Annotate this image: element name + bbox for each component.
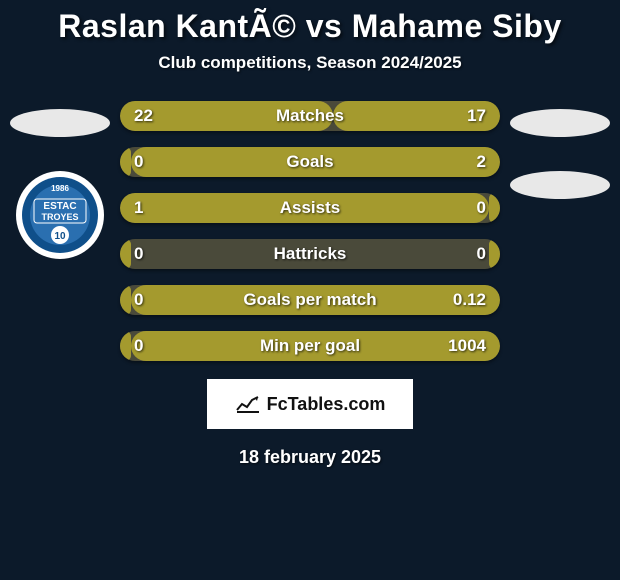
fctables-logo-icon <box>235 394 261 414</box>
stat-bar: 00.12Goals per match <box>120 285 500 315</box>
stat-bar: 01004Min per goal <box>120 331 500 361</box>
badge-name-top: ESTAC <box>43 201 76 212</box>
stat-label: Assists <box>120 193 500 223</box>
stat-label: Min per goal <box>120 331 500 361</box>
club-badge-placeholder <box>510 171 610 199</box>
stat-label: Hattricks <box>120 239 500 269</box>
page-title: Raslan KantÃ© vs Mahame Siby <box>0 8 620 45</box>
comparison-row: 1986 ESTAC TROYES 10 2217Matches 02Goals 1… <box>0 101 620 361</box>
brand-banner: FcTables.com <box>207 379 413 429</box>
stat-label: Matches <box>120 101 500 131</box>
stat-bar: 00Hattricks <box>120 239 500 269</box>
stat-label: Goals per match <box>120 285 500 315</box>
player-photo-placeholder <box>510 109 610 137</box>
brand-text: FcTables.com <box>267 394 386 415</box>
stat-bar: 02Goals <box>120 147 500 177</box>
stat-bar: 2217Matches <box>120 101 500 131</box>
right-player-column <box>500 101 620 227</box>
badge-name-bottom: TROYES <box>41 212 78 222</box>
badge-year: 1986 <box>51 184 69 193</box>
estac-troyes-badge-icon: 1986 ESTAC TROYES 10 <box>20 175 100 255</box>
player-photo-placeholder <box>10 109 110 137</box>
footer-date: 18 february 2025 <box>0 447 620 468</box>
page-subtitle: Club competitions, Season 2024/2025 <box>0 53 620 73</box>
badge-number: 10 <box>54 231 66 242</box>
left-player-column: 1986 ESTAC TROYES 10 <box>0 101 120 259</box>
stats-column: 2217Matches 02Goals 10Assists 00Hattricks 00… <box>120 101 500 361</box>
club-badge: 1986 ESTAC TROYES 10 <box>16 171 104 259</box>
stat-label: Goals <box>120 147 500 177</box>
stat-bar: 10Assists <box>120 193 500 223</box>
